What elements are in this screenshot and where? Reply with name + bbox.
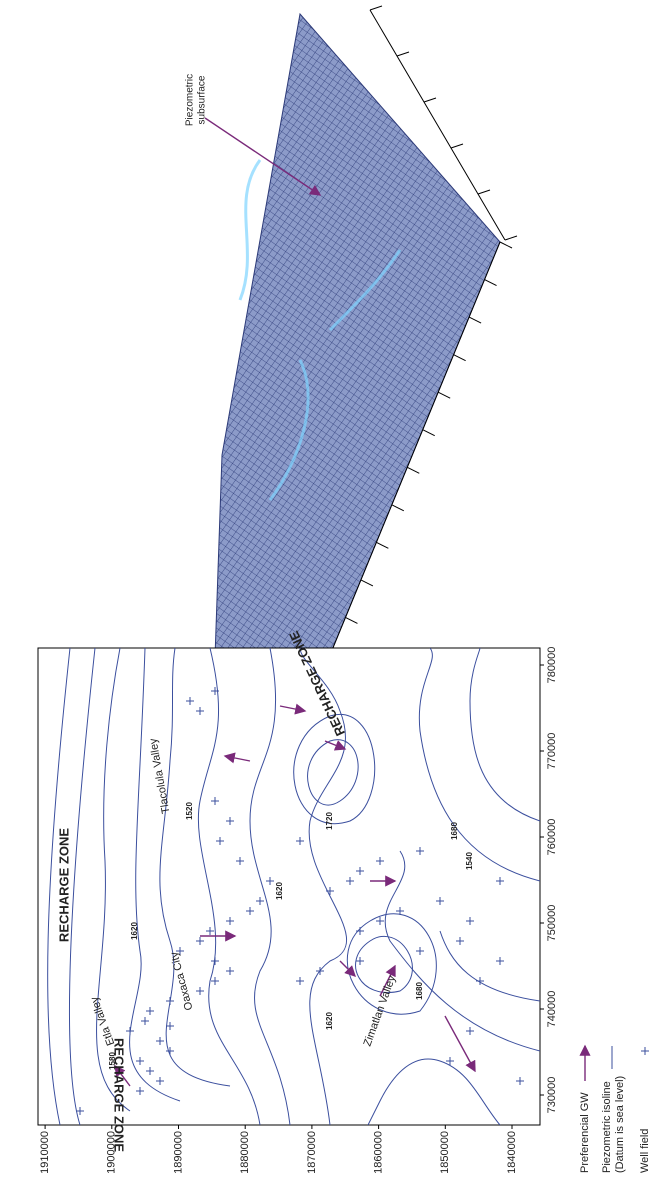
- contour-label: 1620: [275, 882, 284, 900]
- y-tick-label: 1900000: [106, 1131, 118, 1174]
- surface-panel: Piezometric subsurface: [185, 6, 517, 661]
- surface-tick: [397, 52, 409, 56]
- x-tick-label: 770000: [546, 733, 558, 770]
- legend-label: Well field: [639, 1129, 651, 1173]
- surface-tick: [478, 190, 490, 194]
- contour-label: 1680: [450, 822, 459, 840]
- surface-mesh: [215, 14, 500, 657]
- surface-tick: [454, 355, 466, 361]
- legend: Preferencial GW Piezometric isoline (Dat…: [579, 1046, 651, 1173]
- surface-label: subsurface: [197, 75, 208, 124]
- contour-label: 1680: [415, 982, 424, 1000]
- y-tick-label: 1850000: [439, 1131, 451, 1174]
- x-tick-label: 730000: [546, 1077, 558, 1114]
- surface-tick: [423, 430, 435, 436]
- surface-tick: [500, 242, 512, 248]
- contour-label: 1720: [325, 812, 334, 830]
- x-tick-label: 760000: [546, 819, 558, 856]
- surface-tick: [392, 505, 404, 511]
- surface-tick: [451, 144, 463, 148]
- surface-tick: [505, 236, 517, 240]
- y-tick-label: 1890000: [172, 1131, 184, 1174]
- page: {"map": { "recharge_zones": ["RECHARGE Z…: [0, 0, 657, 1181]
- contour-label: 1520: [185, 802, 194, 820]
- y-tick-label: 1910000: [39, 1131, 51, 1174]
- legend-label: (Datum is sea level): [614, 1076, 626, 1173]
- surface-tick: [407, 467, 419, 473]
- x-tick-label: 780000: [546, 647, 558, 684]
- map-panel: RECHARGE ZONE RECHARGE ZONE RECHARGE ZON…: [38, 628, 651, 1174]
- contour-label: 1540: [465, 852, 474, 870]
- surface-tick: [424, 98, 436, 102]
- y-tick-label: 1880000: [239, 1131, 251, 1174]
- surface-tick: [438, 392, 450, 398]
- contour-label: 1620: [325, 1012, 334, 1030]
- legend-label: Piezometric isoline: [601, 1081, 613, 1173]
- surface-tick: [345, 617, 357, 623]
- surface-tick: [376, 542, 388, 548]
- x-tick-label: 750000: [546, 905, 558, 942]
- surface-label: Piezometric: [185, 74, 196, 126]
- legend-label: Preferencial GW: [579, 1092, 591, 1173]
- x-tick-label: 740000: [546, 991, 558, 1028]
- y-tick-label: 1860000: [373, 1131, 385, 1174]
- contour-label: 1580: [108, 1052, 117, 1070]
- contour-label: 1620: [130, 922, 139, 940]
- y-tick-label: 1870000: [306, 1131, 318, 1174]
- surface-tick: [370, 6, 382, 10]
- y-tick-label: 1840000: [506, 1131, 518, 1174]
- surface-tick: [469, 317, 481, 323]
- zone-label: RECHARGE ZONE: [56, 828, 71, 942]
- figure: Piezometric subsurface: [0, 0, 657, 1181]
- surface-tick: [361, 580, 373, 586]
- surface-tick: [485, 280, 497, 286]
